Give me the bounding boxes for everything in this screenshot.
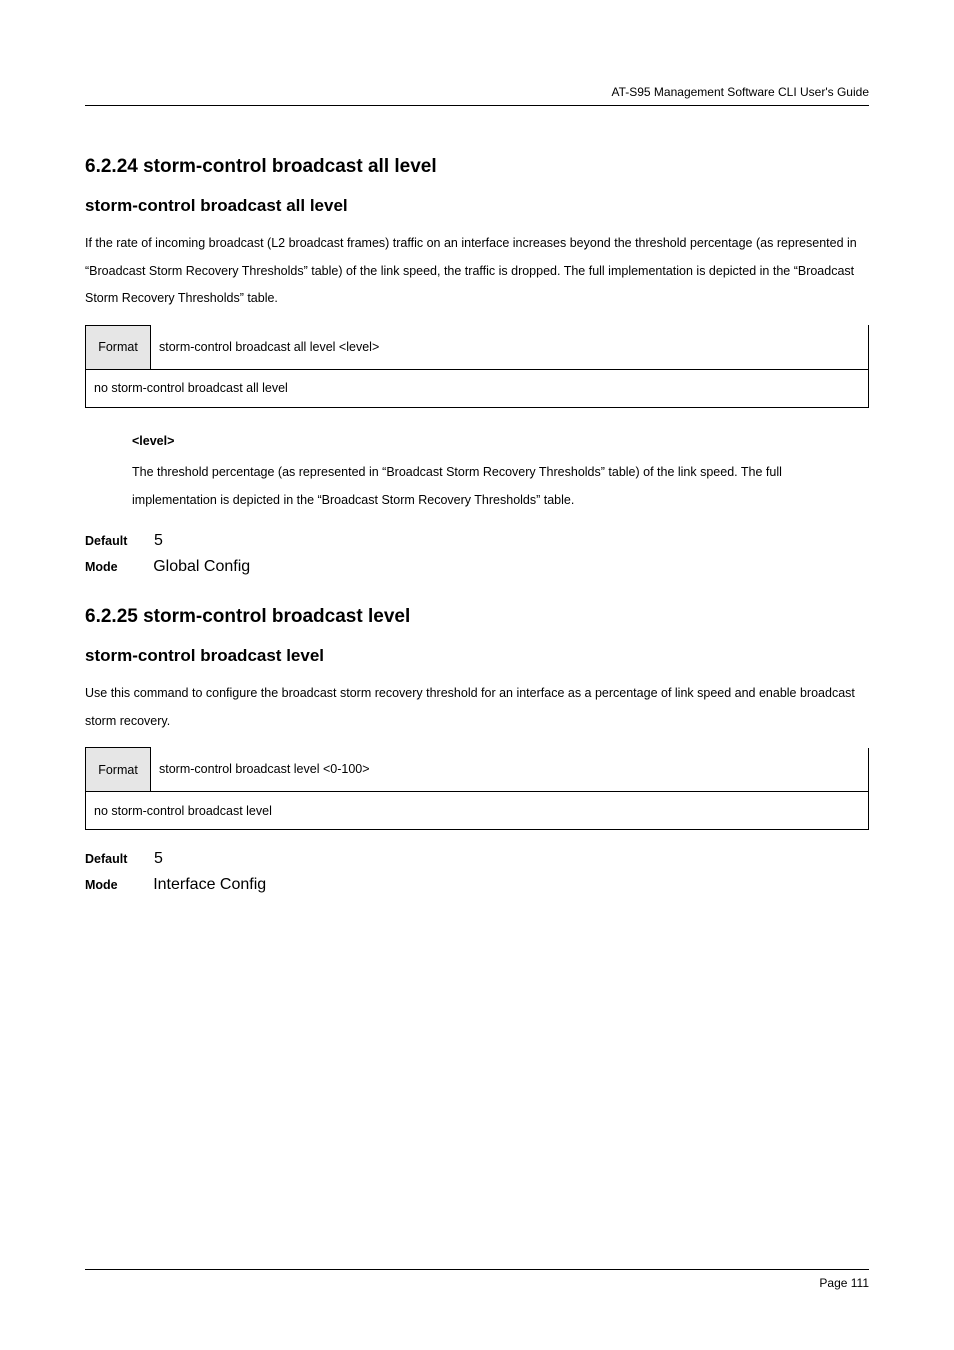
sub-text-level: The threshold percentage (as represented… bbox=[132, 459, 869, 514]
default-label: Default bbox=[85, 534, 127, 548]
format-value-cell: storm-control broadcast all level <level… bbox=[151, 325, 869, 369]
section-2-paragraph: Use this command to configure the broadc… bbox=[85, 680, 869, 735]
section-1-format-table: Format storm-control broadcast all level… bbox=[85, 325, 869, 408]
section-2-mode-row: Mode Interface Config bbox=[85, 876, 869, 894]
mode-value: Global Config bbox=[153, 558, 250, 575]
page-number: Page 111 bbox=[85, 1276, 869, 1290]
section-1-paragraph: If the rate of incoming broadcast (L2 br… bbox=[85, 230, 869, 313]
section-2-format-table: Format storm-control broadcast level <0-… bbox=[85, 747, 869, 830]
header-rule bbox=[85, 105, 869, 106]
section-2-title: storm-control broadcast level bbox=[85, 646, 869, 666]
mode-label: Mode bbox=[85, 560, 118, 574]
default-label-2: Default bbox=[85, 852, 127, 866]
mode-label-2: Mode bbox=[85, 878, 118, 892]
default-value: 5 bbox=[154, 532, 163, 549]
section-1-mode-row: Mode Global Config bbox=[85, 558, 869, 576]
section-2-default-row: Default 5 bbox=[85, 850, 869, 868]
doc-header-title: AT-S95 Management Software CLI User's Gu… bbox=[85, 85, 869, 99]
footer-rule bbox=[85, 1269, 869, 1270]
default-value-2: 5 bbox=[154, 850, 163, 867]
mode-value-2: Interface Config bbox=[153, 876, 266, 893]
format-value-cell-2: storm-control broadcast level <0-100> bbox=[151, 748, 869, 792]
section-1-title: storm-control broadcast all level bbox=[85, 196, 869, 216]
sub-heading-level: <level> bbox=[132, 434, 174, 448]
section-2-number: 6.2.25 storm-control broadcast level bbox=[85, 606, 869, 628]
section-1-sub-block: <level> The threshold percentage (as rep… bbox=[132, 428, 869, 515]
format-label-cell: Format bbox=[86, 325, 151, 369]
format-label-cell-2: Format bbox=[86, 748, 151, 792]
section-1-default-row: Default 5 bbox=[85, 532, 869, 550]
no-format-value-cell: no storm-control broadcast all level bbox=[86, 369, 869, 407]
section-1-number: 6.2.24 storm-control broadcast all level bbox=[85, 156, 869, 178]
page-footer: Page 111 bbox=[85, 1269, 869, 1290]
no-format-value-cell-2: no storm-control broadcast level bbox=[86, 792, 869, 830]
page-container: AT-S95 Management Software CLI User's Gu… bbox=[0, 0, 954, 962]
